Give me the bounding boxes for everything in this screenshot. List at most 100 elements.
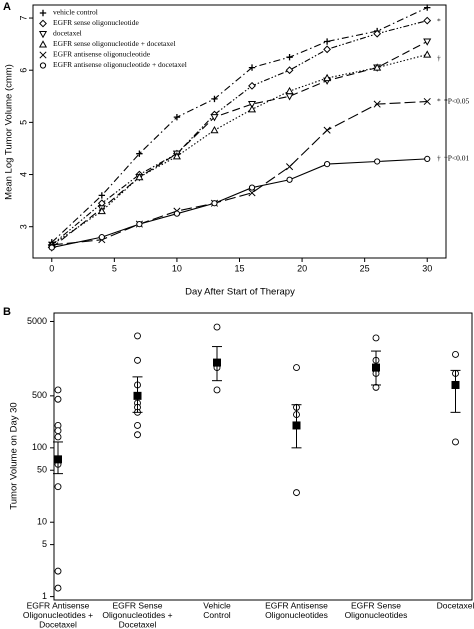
annotation: * <box>437 97 441 106</box>
data-point <box>373 63 382 71</box>
series-line <box>51 7 428 243</box>
annotation: *P<0.05 <box>444 97 470 106</box>
data-point <box>173 210 181 217</box>
data-point <box>54 395 62 403</box>
data-point <box>98 192 106 199</box>
mean-marker <box>213 358 221 367</box>
data-point <box>54 483 62 491</box>
data-point <box>424 155 431 162</box>
y-tick-label: 5 <box>18 120 28 125</box>
data-point <box>136 220 143 228</box>
data-point <box>323 45 332 54</box>
series-line <box>51 158 428 249</box>
y-tick-label: 10 <box>37 517 47 527</box>
x-tick-label: 20 <box>297 263 307 273</box>
y-tick-label: 1 <box>42 591 47 601</box>
data-point <box>172 152 181 160</box>
data-point <box>286 163 294 171</box>
series-line <box>51 100 428 246</box>
series-line <box>51 54 428 246</box>
x-tick-label: 10 <box>172 263 182 273</box>
data-point <box>213 386 221 394</box>
data-point <box>97 206 106 215</box>
x-tick-label: Docetaxel <box>39 619 77 629</box>
x-tick-label: EGFR Sense <box>112 600 162 610</box>
data-point <box>54 584 62 592</box>
data-point <box>323 126 331 134</box>
x-tick-label: 0 <box>49 263 54 273</box>
annotation: †P<0.01 <box>444 154 470 163</box>
y-tick-label: 4 <box>18 172 28 177</box>
data-point <box>423 38 432 46</box>
legend-label: docetaxel <box>53 29 82 38</box>
legend-label: EGFR antisense oligonucleotide + docetax… <box>53 60 187 69</box>
legend-label: EGFR sense oligonucleotide <box>53 18 139 27</box>
x-tick-label: EGFR Antisense <box>27 600 90 610</box>
data-point <box>211 95 218 103</box>
mean-marker <box>372 363 380 372</box>
y-tick-label: 100 <box>32 442 47 452</box>
data-point <box>98 234 105 241</box>
y-tick-label: 3 <box>18 224 28 229</box>
data-point <box>134 356 141 364</box>
x-tick-label: Oligonucleotides + <box>23 610 93 620</box>
data-point <box>54 386 62 394</box>
x-tick-label: Docetaxel <box>119 619 157 629</box>
x-tick-label: Control <box>203 610 231 620</box>
data-point <box>173 113 181 121</box>
data-point <box>247 101 257 109</box>
data-point <box>323 73 332 82</box>
data-point <box>293 489 300 497</box>
data-point <box>324 161 331 168</box>
x-tick-label: Vehicle <box>203 600 231 610</box>
data-point <box>423 50 432 58</box>
data-point <box>372 334 380 342</box>
data-point <box>285 66 294 75</box>
panel-label: B <box>3 306 11 318</box>
data-point <box>286 176 293 183</box>
data-point <box>293 364 300 372</box>
y-tick-label: 7 <box>18 16 28 21</box>
data-point <box>424 4 431 11</box>
legend-marker <box>38 40 48 48</box>
mean-marker <box>292 421 301 430</box>
data-point <box>48 244 55 251</box>
x-tick-label: 25 <box>360 263 370 273</box>
legend-marker <box>38 30 48 39</box>
legend-marker <box>39 62 47 69</box>
legend-label: EGFR antisense oligonucleotide <box>53 50 151 59</box>
panel-b-frame <box>53 312 473 601</box>
y-tick-label: 6 <box>18 68 28 73</box>
y-tick-label: 5000 <box>27 316 47 326</box>
x-tick-label: Oligonucleotides <box>265 610 328 620</box>
y-axis-label: Mean Log Tumor Volume (cmm) <box>4 64 15 200</box>
data-point <box>452 351 459 358</box>
legend-marker <box>39 9 47 17</box>
mean-marker <box>133 391 142 400</box>
data-point <box>374 158 381 165</box>
x-tick-label: EGFR Sense <box>351 600 401 610</box>
legend-marker <box>39 19 47 28</box>
data-point <box>248 64 256 71</box>
mean-marker <box>54 455 62 464</box>
x-tick-label: Oligonucleotides + <box>102 610 172 620</box>
data-point <box>210 114 219 122</box>
legend-label: EGFR sense oligonucleotide + docetaxel <box>53 39 176 48</box>
x-tick-label: 5 <box>112 263 117 273</box>
x-tick-label: 15 <box>234 263 244 273</box>
data-point <box>323 38 331 45</box>
annotation: † <box>437 54 441 63</box>
y-tick-label: 500 <box>32 390 47 400</box>
data-point <box>285 86 294 95</box>
data-point <box>248 184 256 191</box>
data-point <box>210 125 219 134</box>
series-line <box>51 41 428 249</box>
x-tick-label: 30 <box>422 263 432 273</box>
data-point <box>134 431 141 439</box>
legend-label: vehicle control <box>53 8 98 17</box>
data-point <box>373 100 381 108</box>
x-tick-label: Docetaxel <box>437 600 474 610</box>
data-point <box>423 97 431 106</box>
data-point <box>135 172 144 181</box>
data-point <box>373 29 382 38</box>
